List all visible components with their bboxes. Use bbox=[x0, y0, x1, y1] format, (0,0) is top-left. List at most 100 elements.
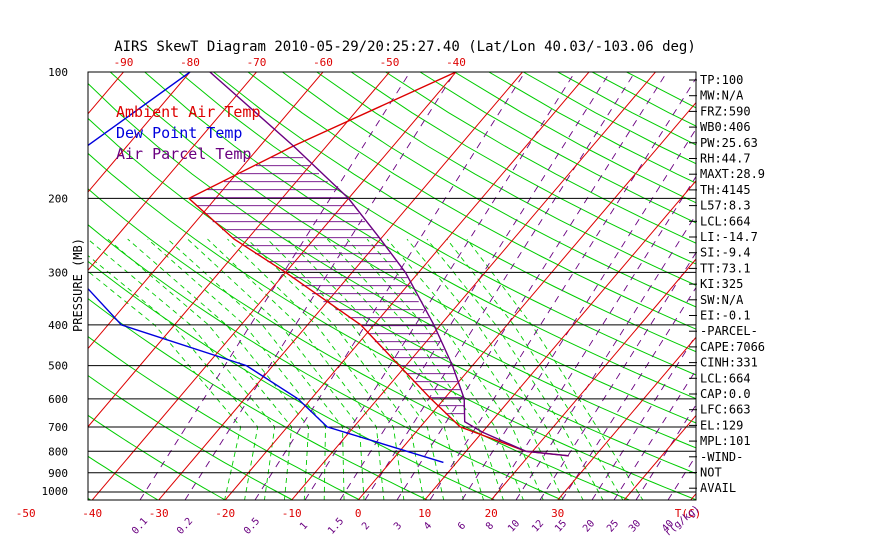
index-item: FRZ:590 bbox=[700, 104, 751, 118]
isotherm bbox=[224, 72, 590, 500]
moist-adiabat bbox=[466, 238, 644, 500]
mixing-ratio-label: 2 bbox=[360, 520, 372, 532]
chart-title: AIRS SkewT Diagram 2010-05-29/20:25:27.4… bbox=[114, 39, 696, 55]
dry-adiabat bbox=[454, 72, 696, 204]
mixing-ratio-label: 10 bbox=[506, 518, 522, 534]
dry-adiabat bbox=[88, 152, 696, 500]
bottom-temp-tick-label: 10 bbox=[418, 507, 431, 520]
mixing-ratio-label: 30 bbox=[627, 518, 643, 534]
mixing-ratio-label: 3 bbox=[392, 520, 404, 532]
mixing-ratio-line bbox=[396, 72, 668, 500]
isotherm bbox=[0, 53, 7, 501]
moist-adiabat bbox=[88, 238, 276, 500]
moist-adiabat bbox=[207, 238, 385, 500]
mixing-ratio-line bbox=[364, 72, 636, 500]
legend-entry-1: Dew Point Temp bbox=[116, 124, 242, 142]
dry-adiabat bbox=[88, 82, 696, 449]
isotherm bbox=[88, 72, 324, 350]
dry-adiabat bbox=[178, 72, 696, 376]
index-item: NOT bbox=[700, 466, 722, 480]
index-item: -PARCEL- bbox=[700, 324, 758, 338]
index-item: AVAIL bbox=[700, 481, 736, 495]
dry-adiabat bbox=[88, 117, 696, 475]
legend-entry-0: Ambient Air Temp bbox=[116, 103, 261, 121]
moist-adiabat bbox=[247, 238, 425, 500]
series-line-2 bbox=[209, 72, 569, 457]
index-item: MW:N/A bbox=[700, 89, 744, 103]
isotherm bbox=[88, 72, 191, 193]
y-axis-label: PRESSURE (MB) bbox=[71, 238, 85, 332]
index-item: KI:325 bbox=[700, 277, 743, 291]
series-line-1 bbox=[88, 72, 444, 464]
isotherm bbox=[158, 72, 524, 500]
dry-adiabat bbox=[144, 72, 696, 400]
isotherm bbox=[88, 72, 258, 272]
bottom-temp-tick-label: -40 bbox=[82, 507, 102, 520]
index-item: WB0:406 bbox=[700, 120, 751, 134]
cape-hatching bbox=[190, 157, 465, 415]
series-layer bbox=[88, 72, 569, 464]
dry-adiabat bbox=[316, 72, 696, 286]
mixing-ratio-line bbox=[613, 369, 696, 500]
index-item: SI:-9.4 bbox=[700, 246, 751, 260]
moist-adiabat bbox=[267, 238, 445, 500]
mixing-ratio-line bbox=[339, 72, 611, 500]
mixing-ratio-label: 1.5 bbox=[326, 516, 346, 537]
mixing-ratio-label: 8 bbox=[484, 520, 496, 532]
moist-adiabat bbox=[286, 238, 465, 500]
pressure-tick-label: 100 bbox=[48, 66, 68, 79]
index-item: SW:N/A bbox=[700, 293, 744, 307]
index-item: LCL:664 bbox=[700, 371, 751, 385]
dry-adiabat bbox=[350, 72, 696, 265]
dry-adiabat bbox=[88, 224, 564, 500]
index-item: CAP:0.0 bbox=[700, 387, 751, 401]
top-temp-tick-label: -90 bbox=[114, 56, 134, 69]
dry-adiabat bbox=[247, 72, 696, 330]
moist-adiabat bbox=[346, 238, 524, 500]
isotherm bbox=[424, 180, 696, 500]
mixing-ratio-label: 20 bbox=[581, 518, 597, 534]
index-item: TH:4145 bbox=[700, 183, 751, 197]
moist-adiabat bbox=[127, 238, 310, 500]
mixing-ratio-line bbox=[461, 128, 696, 500]
mixing-ratio-line bbox=[491, 175, 696, 500]
grid-layer bbox=[0, 53, 696, 501]
isotherm bbox=[623, 414, 696, 500]
moist-adiabat bbox=[446, 238, 624, 500]
dry-adiabat bbox=[88, 336, 362, 500]
pressure-tick-label: 900 bbox=[48, 467, 68, 480]
index-item: CINH:331 bbox=[700, 356, 758, 370]
mixing-ratio-label: 4 bbox=[422, 520, 434, 532]
isotherm bbox=[490, 258, 696, 500]
mixing-ratio-line bbox=[635, 404, 696, 500]
mixing-ratio-line bbox=[429, 77, 696, 500]
top-temp-tick-label: -80 bbox=[180, 56, 200, 69]
index-item: TP:100 bbox=[700, 73, 743, 87]
top-temp-tick-label: -40 bbox=[446, 56, 466, 69]
dry-adiabat bbox=[109, 72, 696, 424]
index-item: MAXT:28.9 bbox=[700, 167, 765, 181]
bottom-temp-tick-label: -20 bbox=[215, 507, 235, 520]
moist-adiabat bbox=[187, 238, 365, 500]
dry-adiabat bbox=[88, 188, 631, 500]
bottom-temp-tick-label: -50 bbox=[16, 507, 36, 520]
moist-adiabat bbox=[426, 238, 604, 500]
index-item: TT:73.1 bbox=[700, 261, 751, 275]
index-item: RH:44.7 bbox=[700, 152, 751, 166]
mixing-ratio-label: 1 bbox=[298, 520, 310, 532]
index-item: EI:-0.1 bbox=[700, 309, 751, 323]
moist-adiabat bbox=[306, 238, 484, 500]
mixing-ratio-label: 15 bbox=[553, 518, 569, 534]
legend: Ambient Air Temp Dew Point Temp Air Parcel… bbox=[116, 103, 261, 163]
pressure-tick-label: 800 bbox=[48, 445, 68, 458]
dry-adiabat bbox=[88, 260, 496, 500]
dry-adiabat bbox=[0, 72, 25, 501]
plot-frame bbox=[87, 71, 697, 501]
mixing-ratio-line bbox=[515, 213, 696, 500]
dry-adiabat bbox=[88, 298, 429, 500]
top-temp-tick-label: -50 bbox=[380, 56, 400, 69]
mixing-ratio-line bbox=[304, 72, 576, 500]
dry-adiabat bbox=[88, 374, 294, 500]
index-item: -WIND- bbox=[700, 450, 743, 464]
